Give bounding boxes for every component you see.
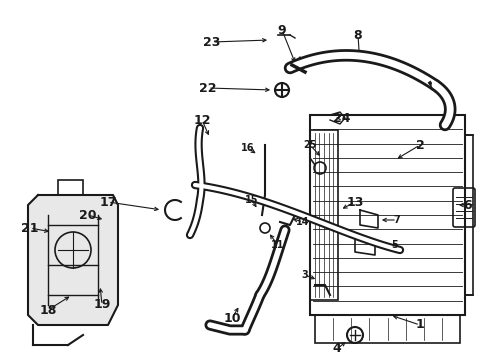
Text: 14: 14 [296, 217, 310, 227]
Text: 6: 6 [464, 198, 472, 212]
Bar [315, 315, 460, 343]
Text: 9: 9 [278, 23, 286, 36]
Text: 8: 8 [354, 28, 362, 41]
Bar [465, 135, 473, 295]
Bar [58, 180, 83, 195]
Text: 19: 19 [93, 298, 111, 311]
Text: 10: 10 [223, 311, 241, 324]
Text: 18: 18 [39, 303, 57, 316]
Text: 17: 17 [99, 195, 117, 208]
Polygon shape [28, 195, 118, 325]
Text: 21: 21 [21, 221, 39, 234]
Text: 1: 1 [416, 319, 424, 332]
Text: 16: 16 [241, 143, 255, 153]
Text: 13: 13 [346, 195, 364, 208]
Text: 7: 7 [393, 215, 400, 225]
Text: 11: 11 [271, 240, 285, 250]
Text: 4: 4 [333, 342, 342, 356]
Text: 2: 2 [416, 139, 424, 152]
Text: 5: 5 [392, 240, 398, 250]
Text: 12: 12 [193, 113, 211, 126]
Text: 23: 23 [203, 36, 220, 49]
Text: 20: 20 [79, 208, 97, 221]
Text: 15: 15 [245, 195, 259, 205]
Text: 24: 24 [333, 112, 351, 125]
Bar [310, 130, 338, 300]
Text: 22: 22 [199, 81, 217, 95]
Bar [310, 115, 465, 315]
Text: 25: 25 [303, 140, 317, 150]
Text: 3: 3 [302, 270, 308, 280]
